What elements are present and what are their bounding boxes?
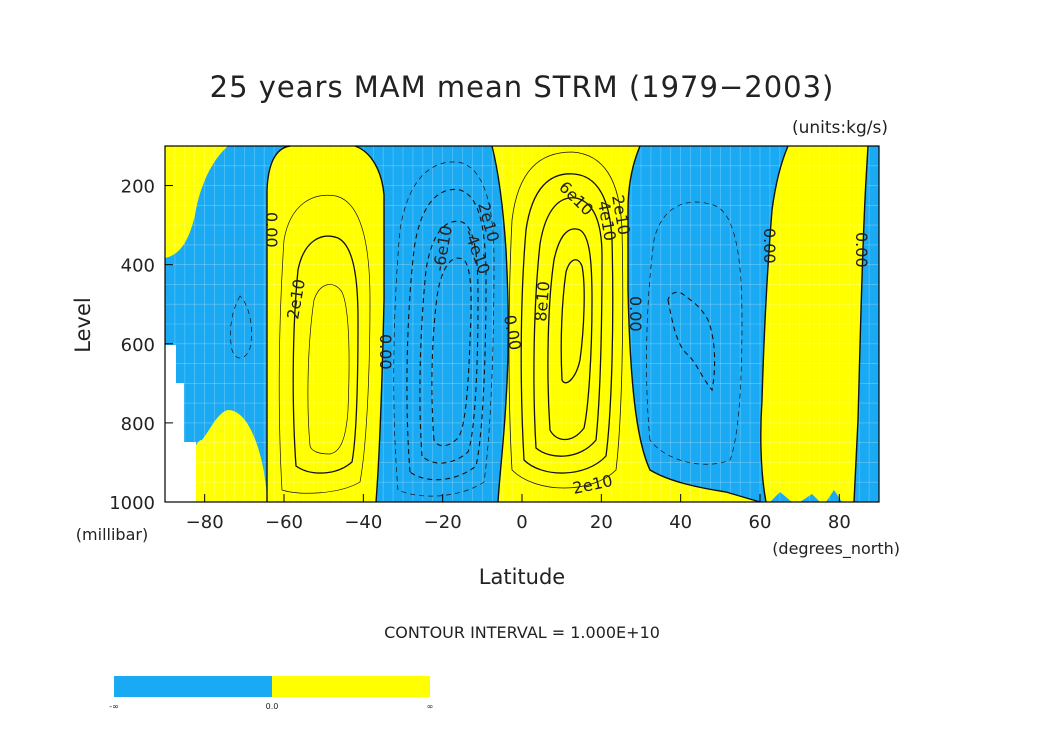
x-units-label: (degrees_north) — [772, 539, 900, 559]
colorbar: -∞ 0.0 ∞ — [109, 676, 433, 711]
negative-surface-spike-north — [770, 490, 842, 502]
x-tick-label: 80 — [828, 512, 851, 533]
contour-interval-text: CONTOUR INTERVAL = 1.000E+10 — [384, 623, 660, 642]
zero-contour — [760, 145, 789, 503]
chart-title: 25 years MAM mean STRM (1979−2003) — [210, 70, 835, 104]
y-units-label: (millibar) — [76, 525, 148, 544]
contour-label: 8e10 — [531, 280, 553, 322]
positive-fill-southern-ferrel-cell — [267, 146, 384, 502]
missing-data-region — [165, 345, 196, 502]
plot-area: 0.00 2e10 0.00 -4e10 -6e10 2e10 0.00 8e1… — [164, 145, 880, 503]
negative-contour — [393, 161, 495, 497]
x-tick-label: −80 — [186, 512, 224, 533]
zero-contour — [491, 145, 509, 503]
y-tick-label: 200 — [121, 177, 155, 198]
y-axis: 200 400 600 800 1000 — [109, 177, 173, 514]
positive-contour — [547, 228, 593, 441]
zero-contour — [627, 145, 761, 503]
colorbar-positive-swatch — [272, 676, 430, 697]
x-tick-label: −20 — [424, 512, 462, 533]
zero-contour — [853, 145, 869, 503]
zero-contour — [354, 145, 385, 503]
positive-contour — [560, 259, 585, 384]
positive-contour — [307, 284, 350, 455]
colorbar-label-zero: 0.0 — [266, 702, 279, 711]
positive-fill-northern-hadley-cell — [492, 146, 760, 502]
negative-contour — [431, 257, 472, 447]
positive-contour — [292, 235, 359, 474]
x-tick-label: 0 — [516, 512, 527, 533]
x-axis-label: Latitude — [479, 565, 565, 589]
colorbar-negative-swatch — [114, 676, 272, 697]
y-tick-label: 800 — [121, 414, 155, 435]
contour-label: 0.00 — [760, 228, 779, 264]
y-axis-label: Level — [71, 297, 95, 352]
negative-contour — [667, 291, 716, 392]
negative-contour — [406, 188, 487, 481]
negative-contour — [230, 295, 252, 359]
contour-label: 0.00 — [376, 334, 395, 370]
contour-label: 0.00 — [262, 212, 281, 248]
contour-lines — [230, 145, 869, 503]
y-tick-label: 1000 — [109, 493, 155, 514]
x-tick-label: −40 — [344, 512, 382, 533]
positive-contour — [278, 194, 371, 494]
colorbar-label-min: -∞ — [109, 702, 119, 711]
y-tick-label: 400 — [121, 256, 155, 277]
x-tick-label: 60 — [749, 512, 772, 533]
zero-contour — [266, 145, 291, 502]
negative-contour — [646, 201, 743, 465]
y-tick-label: 600 — [121, 335, 155, 356]
positive-fill-northern-polar-cell — [760, 146, 868, 502]
units-label: (units:kg/s) — [792, 118, 888, 138]
positive-contour — [508, 151, 624, 489]
x-tick-label: −60 — [265, 512, 303, 533]
positive-fill-south-surface — [186, 410, 268, 502]
contour-label: 0.00 — [626, 296, 645, 332]
positive-contour — [520, 173, 614, 474]
negative-contour — [419, 220, 479, 464]
contour-label: 0.00 — [852, 232, 871, 268]
colorbar-label-max: ∞ — [427, 702, 434, 711]
x-tick-label: 20 — [590, 512, 613, 533]
x-axis: −80 −60 −40 −20 0 20 40 60 80 — [186, 494, 851, 533]
x-tick-label: 40 — [669, 512, 692, 533]
positive-fill-south-polar-edge — [165, 146, 228, 258]
positive-contour — [533, 197, 603, 457]
